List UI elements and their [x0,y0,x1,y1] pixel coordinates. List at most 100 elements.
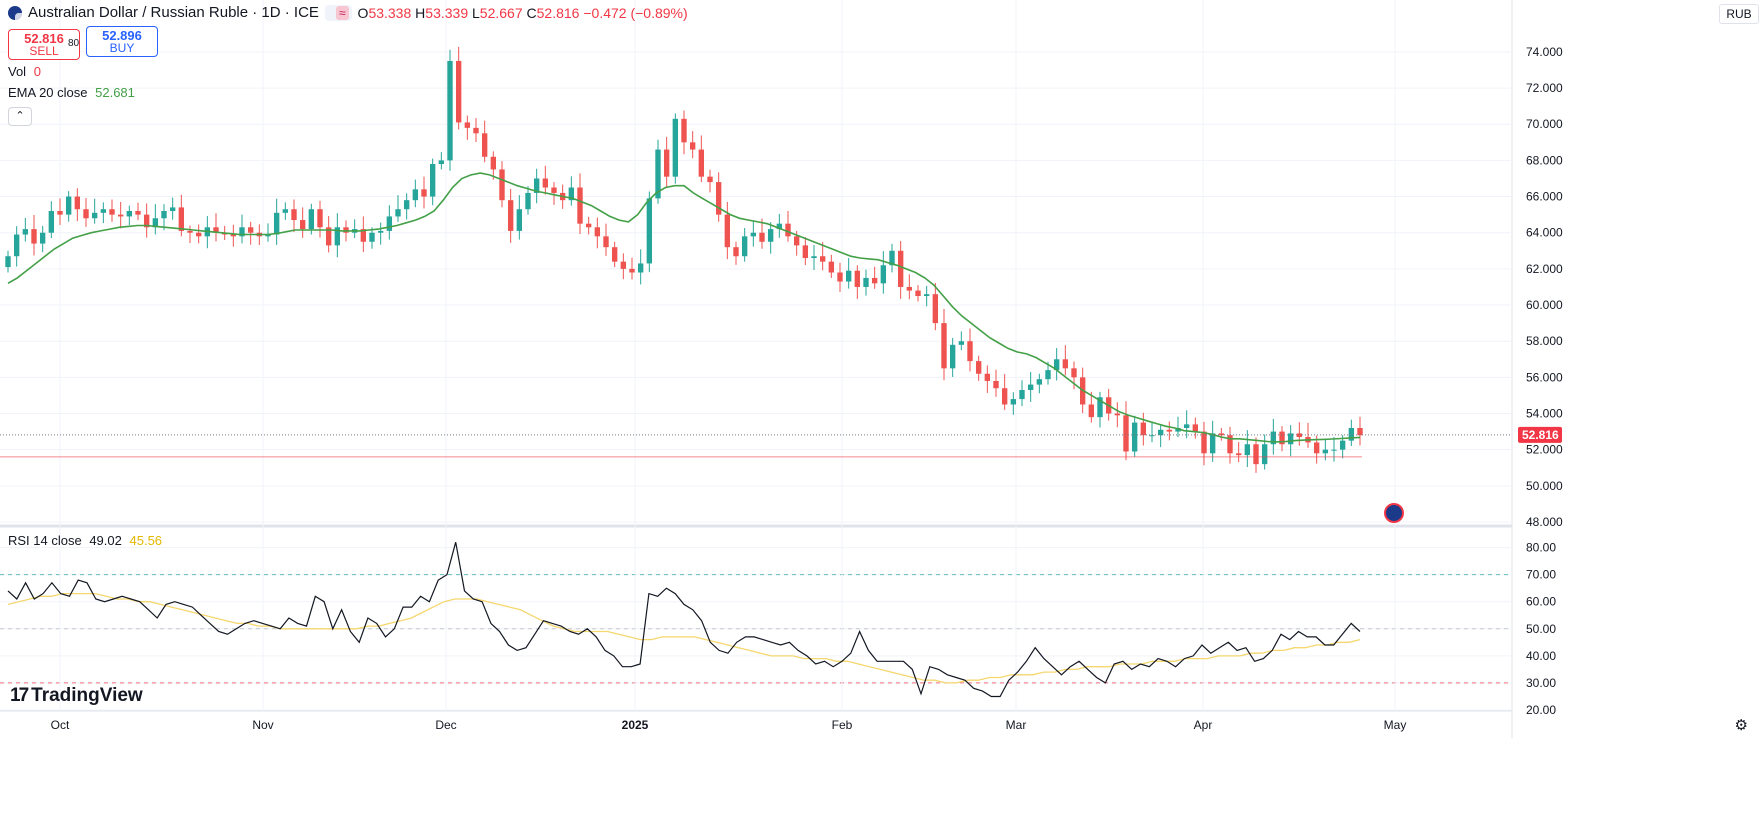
price-tick-label: 62.000 [1526,262,1563,276]
candle-body [1019,390,1025,400]
buy-button[interactable]: 52.896 BUY [86,26,158,57]
candle-body [629,268,635,273]
candle-body [967,341,973,362]
candle-body [369,232,375,242]
candle-body [1071,368,1077,378]
candle-body [646,198,653,264]
collapse-legend-button[interactable]: ⌃ [8,107,32,126]
candle-body [57,211,63,215]
spread-value: 80 [68,38,80,49]
candle-body [611,247,618,262]
candle-body [698,149,705,177]
rsi-tick-label: 40.00 [1526,649,1556,663]
candle-body [663,149,670,177]
candle-body [1227,435,1233,454]
candle-body [135,211,141,215]
symbol-title[interactable]: Australian Dollar / Russian Ruble · 1D ·… [28,4,319,21]
candle-body [819,256,826,262]
candle-body [507,200,514,231]
candle-body [429,164,436,197]
candle-body [1114,413,1121,416]
candle-body [1053,359,1060,371]
candle-body [499,169,505,201]
candle-body [542,178,549,188]
price-tick-label: 52.000 [1526,443,1563,457]
price-tick-label: 58.000 [1526,334,1563,348]
candle-body [1027,384,1034,391]
time-tick-label: Dec [435,718,456,732]
open-value: 53.338 [368,4,412,21]
candle-body [213,227,219,233]
gear-icon[interactable]: ⚙ [1734,717,1748,734]
candle-body [1097,397,1103,418]
open-label: O [357,4,369,21]
candle-body [741,236,748,257]
candle-body [776,223,783,230]
candle-body [854,270,861,287]
candle-body [681,118,687,143]
candle-body [759,232,765,242]
candle-body [161,211,167,219]
change-value: −0.472 (−0.89%) [583,4,688,21]
candle-body [811,256,817,259]
toggle-pill[interactable]: ≈ [324,4,352,21]
vol-legend[interactable]: Vol 0 [8,64,41,79]
candle-body [1157,429,1164,436]
currency-button[interactable]: RUB [1719,4,1759,24]
candle-body [533,178,540,193]
candle-body [178,207,185,231]
ema-value: 52.681 [95,85,135,100]
vol-label: Vol [8,64,27,79]
rsi-legend[interactable]: RSI 14 close 49.02 45.56 [8,533,162,548]
low-label: L [472,4,480,21]
price-tick-label: 68.000 [1526,153,1563,167]
candle-body [516,209,523,231]
rsi-tick-label: 60.00 [1526,595,1556,609]
hide-icon[interactable] [328,6,334,20]
candle-body [39,232,46,244]
rsi-tick-label: 30.00 [1526,676,1556,690]
candle-body [1209,433,1216,454]
sell-button[interactable]: 52.816 SELL [8,29,80,60]
ema-legend[interactable]: EMA 20 close 52.681 [8,85,135,100]
candle-body [1287,433,1294,445]
close-value: 52.816 [536,4,580,21]
candle-body [923,294,930,296]
candle-body [1123,415,1129,452]
candle-body [1339,440,1346,450]
price-tick-label: 66.000 [1526,190,1563,204]
candle-body [551,187,557,193]
tradingview-name: TradingView [31,685,143,706]
candle-body [360,229,367,242]
time-tick-label: Feb [832,718,853,732]
candle-body [672,118,679,177]
candle-body [845,270,852,282]
candle-body [65,196,72,215]
candle-body [577,187,583,224]
candle-body [291,209,297,221]
candle-body [1166,429,1173,432]
candle-body [239,227,245,237]
candle-body [1001,388,1008,405]
compare-icon[interactable]: ≈ [335,5,349,20]
candle-body [1348,427,1355,441]
candle-body [880,265,887,284]
candle-body [74,196,81,210]
sell-label: SELL [29,44,59,58]
candle-body [117,214,124,217]
candle-body [871,277,878,284]
candle-body [1175,427,1181,432]
candle-body [906,286,913,291]
candle-body [5,256,11,268]
rsi-tick-label: 50.00 [1526,622,1556,636]
time-tick-label: Oct [51,718,70,732]
candle-body [889,250,895,266]
tradingview-mark: 17 [10,685,29,706]
candle-body [750,232,757,237]
candle-body [48,211,55,233]
time-tick-label: Mar [1006,718,1027,732]
candle-body [438,160,445,165]
candle-body [169,207,176,212]
candle-body [793,236,800,246]
